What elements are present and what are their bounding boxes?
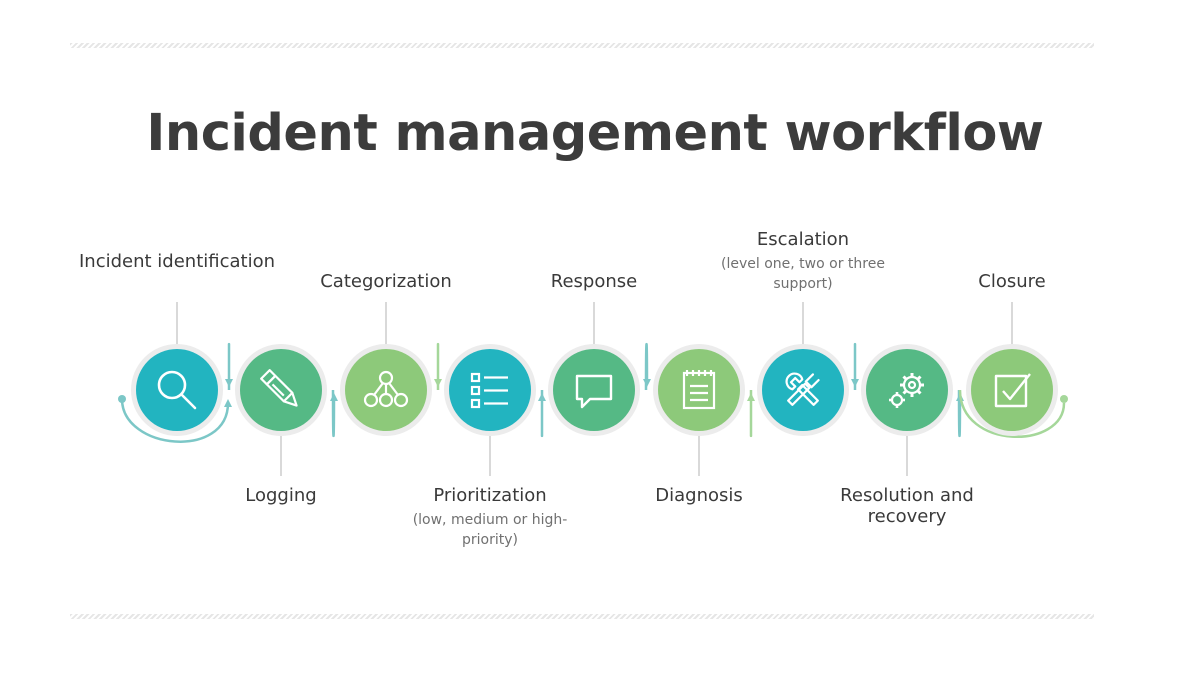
step-categorization <box>340 344 432 436</box>
magnifier-icon <box>157 370 197 410</box>
step-label-diagnosis: Diagnosis <box>599 485 799 506</box>
tools-icon <box>785 372 820 406</box>
label-text: Closure <box>978 271 1046 292</box>
step-circle <box>762 349 844 431</box>
step-incident-identification <box>131 344 223 436</box>
step-closure <box>966 344 1058 436</box>
checklist-icon <box>470 372 508 409</box>
notepad-icon <box>682 370 716 410</box>
chat-bubble-icon <box>575 374 613 409</box>
step-label-response: Response <box>494 271 694 292</box>
connector-arc <box>329 389 338 438</box>
step-resolution-and-recovery <box>861 344 953 436</box>
top-divider <box>70 43 1094 48</box>
end-dot <box>1060 395 1068 403</box>
step-label-categorization: Categorization <box>286 271 486 292</box>
bottom-divider <box>70 614 1094 619</box>
step-circle <box>553 349 635 431</box>
pen-icon <box>260 369 298 407</box>
step-response <box>548 344 640 436</box>
connectors <box>120 342 1066 443</box>
step-circle <box>971 349 1053 431</box>
label-subtext: (level one, two or three support) <box>721 256 885 292</box>
step-label-prioritization: Prioritization (low, medium or high-prio… <box>390 485 590 550</box>
step-logging <box>235 344 327 436</box>
checkbox-icon <box>994 373 1031 408</box>
label-text: Resolution and recovery <box>840 485 974 527</box>
gears-icon <box>889 373 924 408</box>
hierarchy-icon <box>363 370 409 408</box>
label-text: Prioritization <box>433 485 547 506</box>
start-dot <box>118 395 126 403</box>
label-text: Diagnosis <box>655 485 743 506</box>
step-label-resolution-and-recovery: Resolution and recovery <box>807 485 1007 527</box>
step-label-escalation: Escalation (level one, two or three supp… <box>703 229 903 294</box>
step-escalation <box>757 344 849 436</box>
label-text: Response <box>550 271 638 292</box>
label-subtext: (low, medium or high-priority) <box>412 512 568 548</box>
connector-arc <box>642 342 651 391</box>
step-label-incident-identification: Incident identification <box>77 251 277 272</box>
label-text: Logging <box>245 485 317 506</box>
step-circle <box>136 349 218 431</box>
step-circle <box>240 349 322 431</box>
page-title: Incident management workflow <box>146 104 1044 163</box>
connector-arc <box>958 389 1066 439</box>
label-text: Escalation <box>756 229 850 250</box>
label-pins <box>176 302 1013 476</box>
connector-arc <box>955 389 964 438</box>
label-text: Categorization <box>320 271 452 292</box>
step-label-closure: Closure <box>912 271 1112 292</box>
step-diagnosis <box>653 344 745 436</box>
label-text: Incident identification <box>78 251 275 272</box>
step-label-logging: Logging <box>181 485 381 506</box>
connector-arc <box>120 398 232 443</box>
step-circle <box>658 349 740 431</box>
step-prioritization <box>444 344 536 436</box>
